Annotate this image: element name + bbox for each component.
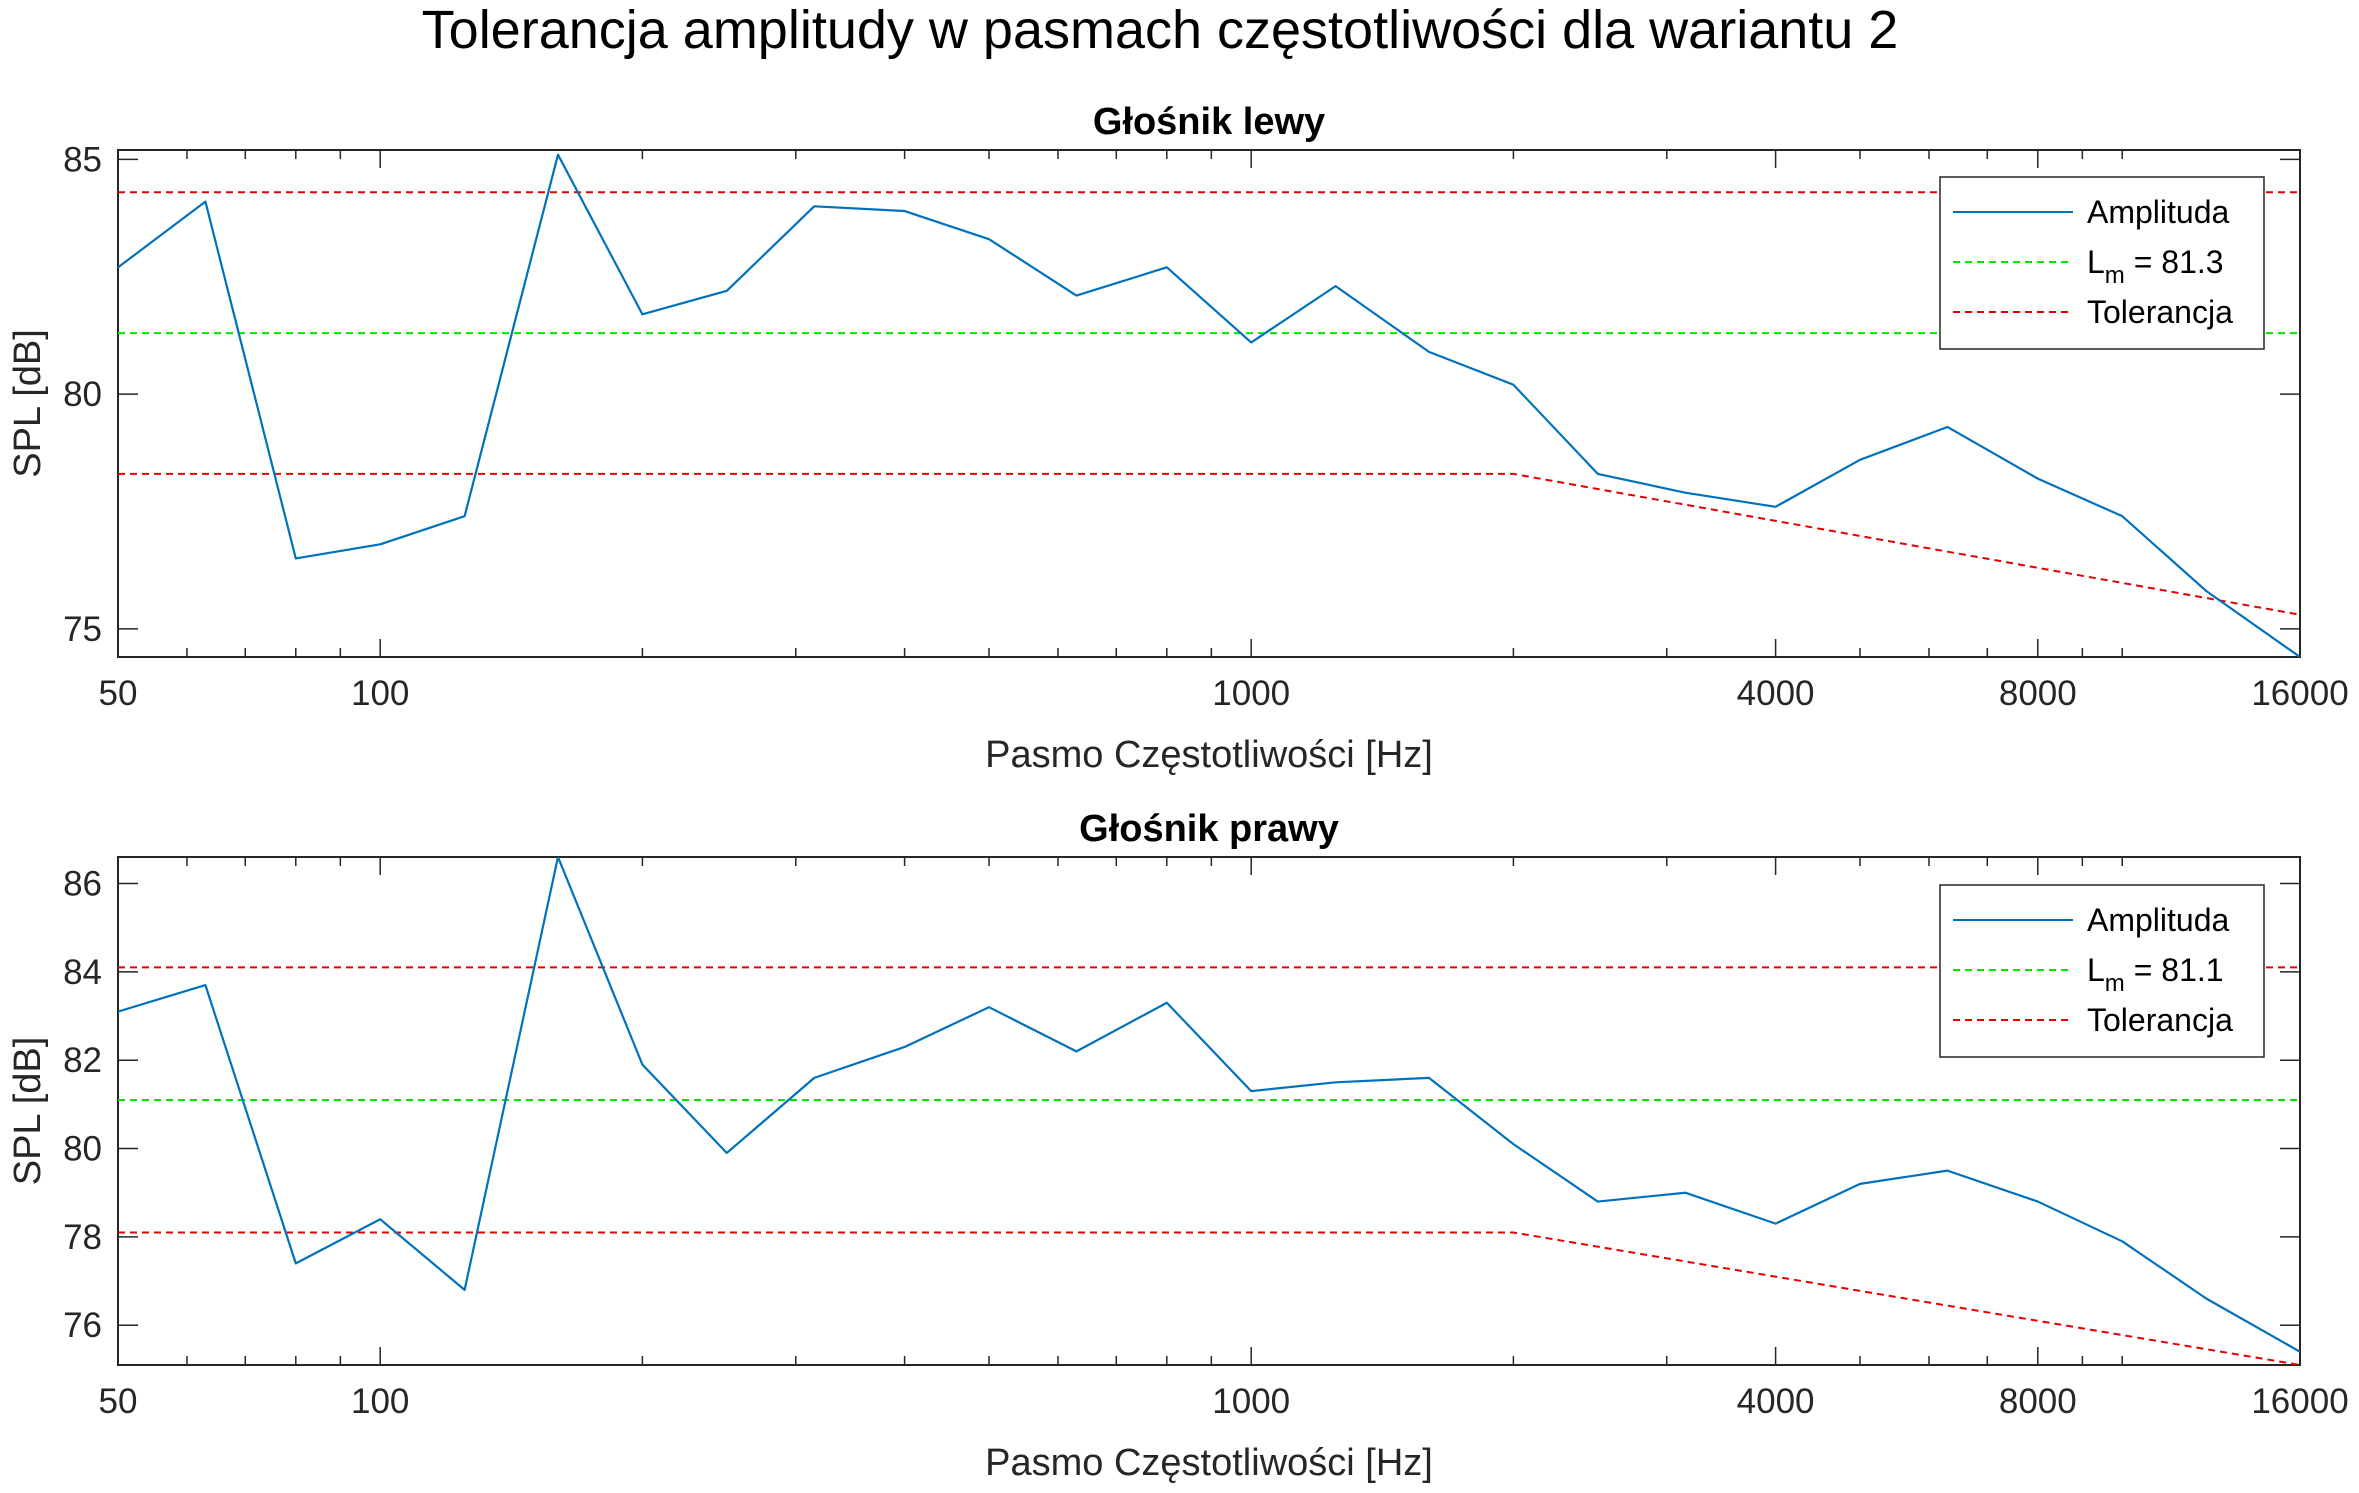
chart-1-y-tick-label: 84: [63, 953, 102, 992]
chart-1-axes-box: [117, 856, 2301, 1366]
chart-0-legend-label-2: Tolerancja: [2087, 294, 2233, 330]
chart-0-x-tick-label: 8000: [1999, 674, 2077, 713]
chart-1-legend-label-0: Amplituda: [2087, 902, 2230, 938]
chart-1-x-tick-label: 1000: [1212, 1382, 1290, 1421]
chart-1-title: Głośnik prawy: [1079, 808, 1339, 850]
chart-1-y-axis-label: SPL [dB]: [7, 1037, 49, 1186]
panel-left-speaker: Głośnik lewy 50 100 1000 4000 8000 16000 75 80 85…: [7, 101, 2349, 776]
chart-1-x-tick-label: 50: [99, 1382, 138, 1421]
chart-0-y-axis-label: SPL [dB]: [7, 329, 49, 478]
chart-0-series-0-line: [118, 153, 2300, 657]
chart-0-title: Głośnik lewy: [1093, 101, 1325, 143]
chart-0-legend-label-0: Amplituda: [2087, 194, 2230, 230]
chart-0-x-tick-label: 4000: [1737, 674, 1815, 713]
chart-1-series-0-line: [118, 857, 2300, 1353]
chart-1-y-tick-label: 80: [63, 1130, 102, 1169]
figure-title: Tolerancja amplitudy w pasmach częstotli…: [422, 0, 1899, 60]
chart-0-x-axis-label: Pasmo Częstotliwości [Hz]: [985, 734, 1433, 776]
chart-0-y-tick-label: 85: [63, 140, 102, 179]
chart-0-legend: Amplituda Lm = 81.3 Tolerancja: [1939, 176, 2265, 350]
chart-1-x-axis-label: Pasmo Częstotliwości [Hz]: [985, 1442, 1433, 1484]
chart-1-y-tick-label: 82: [63, 1041, 102, 1080]
chart-0-y-tick-label: 80: [63, 375, 102, 414]
chart-1-y-tick-label: 78: [63, 1218, 102, 1257]
chart-0-legend-label-1: Lm = 81.3: [2087, 244, 2224, 289]
chart-0-x-tick-label: 16000: [2251, 674, 2348, 713]
chart-1-x-tick-label: 4000: [1737, 1382, 1815, 1421]
chart-1-x-tick-label: 16000: [2251, 1382, 2348, 1421]
panel-right-speaker: Głośnik prawy 50 100 1000 4000 8000 16000 76 78 8…: [7, 808, 2349, 1484]
chart-0-axes-box: [117, 149, 2301, 658]
chart-0-y-tick-label: 75: [63, 610, 102, 649]
chart-1-y-tick-label: 86: [63, 865, 102, 904]
chart-1-legend-box: [1939, 884, 2265, 1058]
chart-1-x-tick-label: 100: [351, 1382, 409, 1421]
chart-1-y-tick-label: 76: [63, 1306, 102, 1345]
chart-1-x-tick-label: 8000: [1999, 1382, 2077, 1421]
chart-1-series-3-line: [118, 1231, 2300, 1365]
chart-0-x-tick-label: 1000: [1212, 674, 1290, 713]
chart-1-legend-label-2: Tolerancja: [2087, 1002, 2233, 1038]
chart-1-legend-label-1: Lm = 81.1: [2087, 952, 2224, 997]
chart-1-legend: Amplituda Lm = 81.1 Tolerancja: [1939, 884, 2265, 1058]
chart-0-x-tick-label: 100: [351, 674, 409, 713]
chart-0-x-tick-label: 50: [99, 674, 138, 713]
chart-0-series-3-line: [118, 472, 2300, 616]
